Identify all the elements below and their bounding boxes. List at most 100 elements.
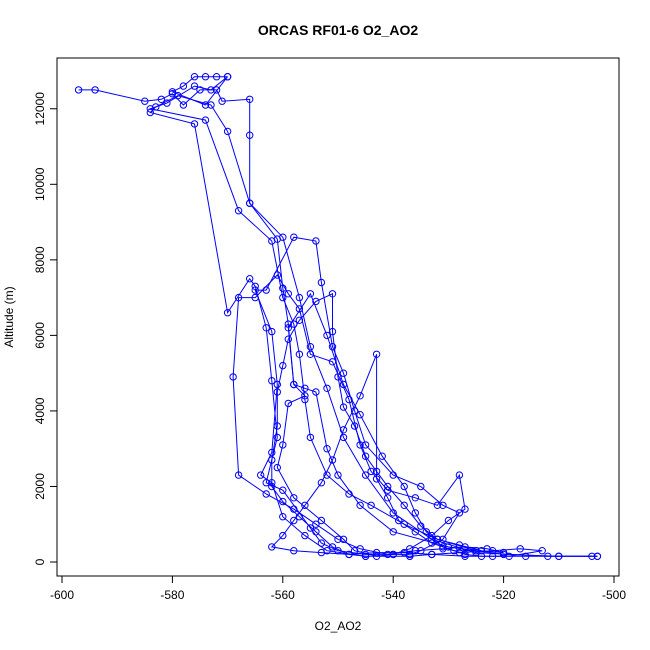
data-point xyxy=(367,501,375,509)
data-point xyxy=(306,524,315,532)
data-point xyxy=(190,73,199,81)
data-point xyxy=(356,501,364,509)
series-layer xyxy=(74,73,602,560)
data-point xyxy=(339,426,348,434)
data-point xyxy=(279,513,287,521)
data-point xyxy=(593,552,602,560)
data-point xyxy=(290,547,298,555)
data-point xyxy=(262,479,270,487)
data-point xyxy=(411,494,419,502)
data-point xyxy=(268,448,276,457)
data-point xyxy=(279,361,287,370)
data-point xyxy=(157,95,166,104)
data-point xyxy=(472,547,480,555)
data-point xyxy=(345,490,353,498)
data-point xyxy=(439,543,447,551)
data-point xyxy=(389,550,397,559)
data-point xyxy=(262,490,270,498)
data-point xyxy=(212,86,221,94)
data-point xyxy=(411,509,419,517)
data-point xyxy=(439,501,447,509)
data-point xyxy=(290,516,298,525)
data-point xyxy=(74,86,83,94)
series-trace xyxy=(146,73,480,555)
data-point xyxy=(345,395,353,404)
data-point xyxy=(290,320,298,328)
data-point xyxy=(317,548,326,557)
data-point xyxy=(328,456,337,464)
data-point xyxy=(400,520,408,528)
data-point xyxy=(251,293,259,302)
data-point xyxy=(201,73,210,81)
data-point xyxy=(223,127,232,136)
data-point xyxy=(328,543,337,551)
x-tick-label: -560 xyxy=(271,588,295,602)
data-point xyxy=(163,99,171,107)
data-point xyxy=(384,482,392,491)
data-point xyxy=(268,456,276,464)
data-point xyxy=(284,324,292,332)
y-tick-label: 6000 xyxy=(33,322,47,349)
data-point xyxy=(141,97,149,105)
data-point xyxy=(306,433,315,442)
y-tick-label: 10000 xyxy=(33,167,47,201)
series-line xyxy=(271,293,504,557)
data-point xyxy=(290,380,298,389)
data-point xyxy=(372,475,381,483)
data-point xyxy=(212,73,221,81)
data-point xyxy=(312,297,320,306)
data-point xyxy=(411,547,419,555)
x-tick-label: -600 xyxy=(50,588,74,602)
chart-title: ORCAS RF01-6 O2_AO2 xyxy=(258,22,418,38)
data-point xyxy=(323,384,331,392)
data-point xyxy=(190,82,199,90)
data-point xyxy=(356,392,364,400)
data-point xyxy=(234,471,243,479)
series-line xyxy=(149,95,598,557)
data-point xyxy=(317,516,326,525)
data-point xyxy=(251,286,259,294)
data-point xyxy=(312,237,320,245)
data-point xyxy=(207,86,215,94)
data-point xyxy=(444,516,453,525)
data-point xyxy=(428,550,436,559)
data-point xyxy=(334,535,342,543)
data-point xyxy=(273,433,281,442)
data-point xyxy=(246,131,254,139)
x-axis-label: O2_AO2 xyxy=(315,619,362,633)
data-point xyxy=(356,411,364,419)
data-point xyxy=(428,539,436,547)
series-trace xyxy=(268,290,508,560)
series-line xyxy=(148,76,477,552)
y-tick-label: 8000 xyxy=(33,246,47,273)
plot-area-frame xyxy=(56,57,620,577)
data-point xyxy=(323,331,331,340)
data-point xyxy=(201,101,210,109)
data-point xyxy=(268,482,276,491)
data-point xyxy=(279,293,287,302)
data-point xyxy=(328,327,337,336)
data-point xyxy=(268,543,276,551)
data-point xyxy=(439,535,447,543)
data-point xyxy=(295,293,304,302)
data-point xyxy=(345,550,353,559)
series-line xyxy=(270,354,592,557)
data-point xyxy=(279,441,287,449)
data-point xyxy=(257,471,265,479)
data-point xyxy=(361,441,370,449)
data-point xyxy=(218,97,226,105)
data-point xyxy=(384,550,392,559)
data-point xyxy=(268,327,276,336)
data-point xyxy=(400,482,408,491)
data-point xyxy=(433,501,442,509)
data-point xyxy=(301,531,309,540)
data-point xyxy=(433,535,442,543)
x-tick-label: -540 xyxy=(381,588,405,602)
data-point xyxy=(273,380,281,389)
y-axis: 0 2000 4000 6000 8000 10000 12000 xyxy=(33,92,58,565)
y-tick-label: 4000 xyxy=(33,397,47,424)
data-point xyxy=(461,505,469,513)
data-point xyxy=(301,384,309,392)
data-point xyxy=(439,545,447,553)
data-point xyxy=(179,101,188,109)
